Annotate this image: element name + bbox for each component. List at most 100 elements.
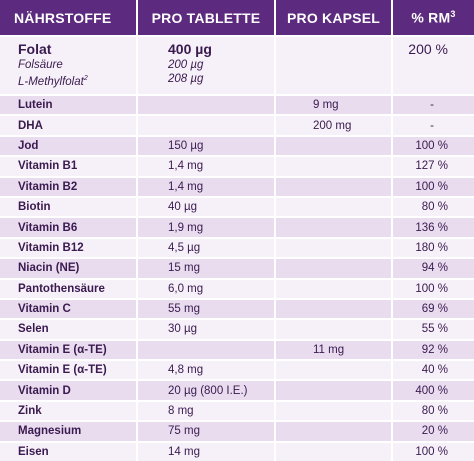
cell-tablet: 30 µg xyxy=(138,318,276,339)
cell-tablet: 15 mg xyxy=(138,257,276,278)
header-row: NÄHRSTOFFE PRO TABLETTE PRO KAPSEL % RM3 xyxy=(0,0,474,35)
cell-nutrient: Niacin (NE) xyxy=(0,257,138,278)
table-row: Zink 8 mg 80 % xyxy=(0,399,474,421)
table-row: Vitamin B12 4,5 µg 180 % xyxy=(0,236,474,258)
folat-sub2-footnote: 2 xyxy=(83,75,88,82)
cell-nutrient: Vitamin E (α-TE) xyxy=(0,359,138,380)
cell-tablet: 55 mg xyxy=(138,297,276,319)
folat-tablet-sub2: 208 µg xyxy=(168,73,204,85)
cell-rm: 80 % xyxy=(393,195,474,217)
cell-rm: 80 % xyxy=(393,399,474,421)
table-row-folat: Folat Folsäure L-Methylfolat2 400 µg 200… xyxy=(0,35,474,94)
folat-name: Folat xyxy=(18,41,52,57)
cell-rm: - xyxy=(393,94,474,115)
cell-tablet: 6,0 mg xyxy=(138,277,276,298)
table-row: Magnesium 75 mg 20 % xyxy=(0,420,474,441)
cell-nutrient: Zink xyxy=(0,399,138,421)
cell-rm: 20 % xyxy=(393,420,474,441)
cell-rm: 136 % xyxy=(393,216,474,237)
cell-tablet: 1,4 mg xyxy=(138,155,276,176)
cell-tablet xyxy=(138,338,276,360)
header-nutrients: NÄHRSTOFFE xyxy=(0,0,138,35)
cell-nutrient: Vitamin B6 xyxy=(0,216,138,237)
cell-capsule xyxy=(276,175,393,196)
cell-nutrient: Vitamin D xyxy=(0,379,138,400)
cell-nutrient: Folat Folsäure L-Methylfolat2 xyxy=(0,35,138,94)
cell-rm: 200 % xyxy=(393,35,474,94)
cell-capsule xyxy=(276,297,393,319)
folat-sub2: L-Methylfolat xyxy=(18,75,84,88)
table-row: Vitamin D 20 µg (800 I.E.) 400 % xyxy=(0,379,474,400)
cell-nutrient: Vitamin E (α-TE) xyxy=(0,338,138,360)
folat-tablet: 400 µg xyxy=(168,41,212,57)
cell-capsule xyxy=(276,216,393,237)
folat-sub1: Folsäure xyxy=(18,59,63,71)
cell-tablet: 40 µg xyxy=(138,195,276,217)
table-row: Niacin (NE) 15 mg 94 % xyxy=(0,257,474,278)
header-rm-percent: % RM3 xyxy=(393,0,474,35)
table-row: Jod 150 µg 100 % xyxy=(0,134,474,156)
cell-tablet: 400 µg 200 µg 208 µg xyxy=(138,35,276,94)
cell-capsule xyxy=(276,379,393,400)
table-row: Vitamin C 55 mg 69 % xyxy=(0,297,474,319)
cell-capsule xyxy=(276,35,393,94)
cell-tablet: 4,8 mg xyxy=(138,359,276,380)
cell-tablet xyxy=(138,94,276,115)
cell-rm: 94 % xyxy=(393,257,474,278)
cell-capsule xyxy=(276,195,393,217)
cell-nutrient: Jod xyxy=(0,134,138,156)
cell-rm: 40 % xyxy=(393,359,474,380)
table-row: Eisen 14 mg 100 % xyxy=(0,440,474,461)
cell-nutrient: Biotin xyxy=(0,195,138,217)
cell-tablet: 1,9 mg xyxy=(138,216,276,237)
cell-nutrient: Vitamin B1 xyxy=(0,155,138,176)
cell-rm: 100 % xyxy=(393,134,474,156)
cell-tablet: 75 mg xyxy=(138,420,276,441)
cell-rm: 92 % xyxy=(393,338,474,360)
cell-rm: 100 % xyxy=(393,175,474,196)
cell-tablet: 4,5 µg xyxy=(138,236,276,258)
table-row: Vitamin B1 1,4 mg 127 % xyxy=(0,155,474,176)
header-per-capsule: PRO KAPSEL xyxy=(276,0,393,35)
table-row: Vitamin B2 1,4 mg 100 % xyxy=(0,175,474,196)
cell-nutrient: Pantothensäure xyxy=(0,277,138,298)
cell-capsule: 200 mg xyxy=(276,114,393,135)
cell-nutrient: DHA xyxy=(0,114,138,135)
cell-nutrient: Vitamin C xyxy=(0,297,138,319)
header-rm-label: % RM xyxy=(411,9,451,26)
cell-capsule xyxy=(276,257,393,278)
header-rm-footnote: 3 xyxy=(450,9,456,20)
cell-nutrient: Lutein xyxy=(0,94,138,115)
table-row: Vitamin B6 1,9 mg 136 % xyxy=(0,216,474,237)
cell-rm: 69 % xyxy=(393,297,474,319)
cell-rm: 100 % xyxy=(393,277,474,298)
cell-nutrient: Vitamin B2 xyxy=(0,175,138,196)
cell-rm: 180 % xyxy=(393,236,474,258)
cell-nutrient: Magnesium xyxy=(0,420,138,441)
cell-tablet: 150 µg xyxy=(138,134,276,156)
cell-capsule xyxy=(276,134,393,156)
cell-rm: - xyxy=(393,114,474,135)
cell-rm: 55 % xyxy=(393,318,474,339)
cell-capsule xyxy=(276,440,393,461)
cell-capsule xyxy=(276,236,393,258)
cell-rm: 100 % xyxy=(393,440,474,461)
table-row: DHA 200 mg - xyxy=(0,114,474,135)
folat-tablet-sub1: 200 µg xyxy=(168,59,204,71)
cell-capsule: 9 mg xyxy=(276,94,393,115)
cell-nutrient: Eisen xyxy=(0,440,138,461)
cell-tablet xyxy=(138,114,276,135)
header-per-tablet: PRO TABLETTE xyxy=(138,0,276,35)
table-row: Lutein 9 mg - xyxy=(0,94,474,115)
folat-rm: 200 % xyxy=(408,41,448,57)
table-row: Vitamin E (α-TE) 11 mg 92 % xyxy=(0,338,474,360)
table-row: Biotin 40 µg 80 % xyxy=(0,195,474,217)
cell-tablet: 14 mg xyxy=(138,440,276,461)
cell-tablet: 8 mg xyxy=(138,399,276,421)
cell-capsule xyxy=(276,277,393,298)
cell-rm: 127 % xyxy=(393,155,474,176)
cell-nutrient: Vitamin B12 xyxy=(0,236,138,258)
folat-sub2-wrap: L-Methylfolat2 xyxy=(18,72,136,89)
cell-tablet: 1,4 mg xyxy=(138,175,276,196)
